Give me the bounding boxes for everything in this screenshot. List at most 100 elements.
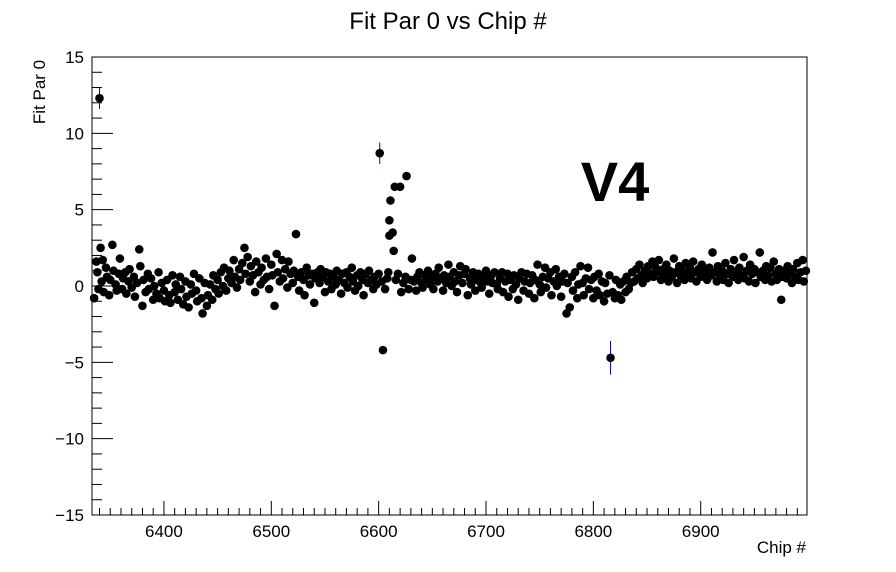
data-point [404,284,414,294]
data-point [170,287,179,297]
data-point [261,254,271,263]
data-point [560,269,569,279]
data-point [139,275,148,285]
data-point [91,257,101,266]
y-tick-label: −5 [65,353,84,372]
data-point [125,264,134,274]
data-point [300,290,309,300]
data-point [353,281,363,291]
data-point [411,286,421,295]
data-point [744,277,754,286]
data-point [418,283,427,292]
data-point [490,267,499,277]
data-point [458,278,467,288]
x-tick-label: 6900 [682,522,720,541]
data-point [277,255,287,265]
data-point [136,261,145,271]
data-point [132,278,142,288]
data-point [243,252,252,262]
y-tick-label: −10 [55,430,84,449]
data-point [229,255,239,265]
data-point [535,280,544,289]
data-point [184,303,193,312]
x-tick-label: 6400 [145,522,183,541]
chart-title: Fit Par 0 vs Chip # [349,8,547,35]
data-point [669,254,679,263]
data-point [186,280,196,289]
data-point [576,261,585,271]
data-point [96,243,105,253]
version-annotation: V4 [581,150,650,213]
x-tick-label: 6700 [467,522,505,541]
data-point [769,257,779,266]
data-point [568,286,578,295]
data-point [343,283,352,292]
data-point [755,248,765,257]
data-point [384,267,393,277]
data-point [385,216,394,225]
data-point [450,277,460,286]
data-point [470,286,480,295]
data-point [452,287,462,297]
data-point [444,260,453,269]
data-point [572,293,582,303]
data-point [386,196,395,205]
data-point [241,269,250,279]
data-point [570,267,580,277]
data-point [272,249,281,259]
data-point [154,267,163,277]
data-point [402,171,411,181]
data-point [547,290,556,300]
x-tick-label: 6500 [252,522,290,541]
data-point [257,263,266,272]
data-point [225,266,234,276]
data-point [270,301,279,311]
data-point [739,252,748,262]
data-point [374,269,383,279]
data-point [291,229,301,239]
data-point [407,254,417,263]
data-point [541,283,551,292]
data-point [138,301,147,311]
data-point [735,263,744,272]
data-point [551,264,561,274]
axis-tick-labels: 6400 6500 6600 6700 6800 6900 −15 −10 −5 0 5 10 15 [55,48,719,541]
data-point [130,292,140,301]
y-tick-label: 15 [65,48,84,67]
data-point [672,278,682,288]
data-point [579,290,588,300]
data-point [134,245,144,254]
data-point [729,255,739,265]
data-point [198,309,207,318]
data-point [289,266,299,276]
data-point [600,278,610,288]
data-point [389,246,398,256]
data-point [232,283,242,292]
data-point [336,289,346,298]
data-point [606,353,615,363]
data-point [395,182,405,192]
data-point [583,263,593,272]
data-point [250,287,260,297]
data-point [207,295,217,305]
data-point [563,278,572,288]
y-tick-label: 0 [75,277,84,296]
data-point [240,243,249,253]
data-point [565,303,575,312]
data-point [115,254,125,263]
data-point [104,290,114,300]
y-axis-label: Fit Par 0 [30,60,49,124]
data-point [166,298,175,308]
data-point [213,275,222,285]
data-point [176,284,186,294]
data-point [798,255,808,265]
data-point [484,289,494,298]
data-point [378,345,388,355]
x-tick-label: 6600 [360,522,398,541]
data-point [461,264,470,274]
y-tick-label: −15 [55,506,84,525]
data-point [801,266,811,276]
axis-ticks [92,56,798,516]
data-point [556,292,566,301]
